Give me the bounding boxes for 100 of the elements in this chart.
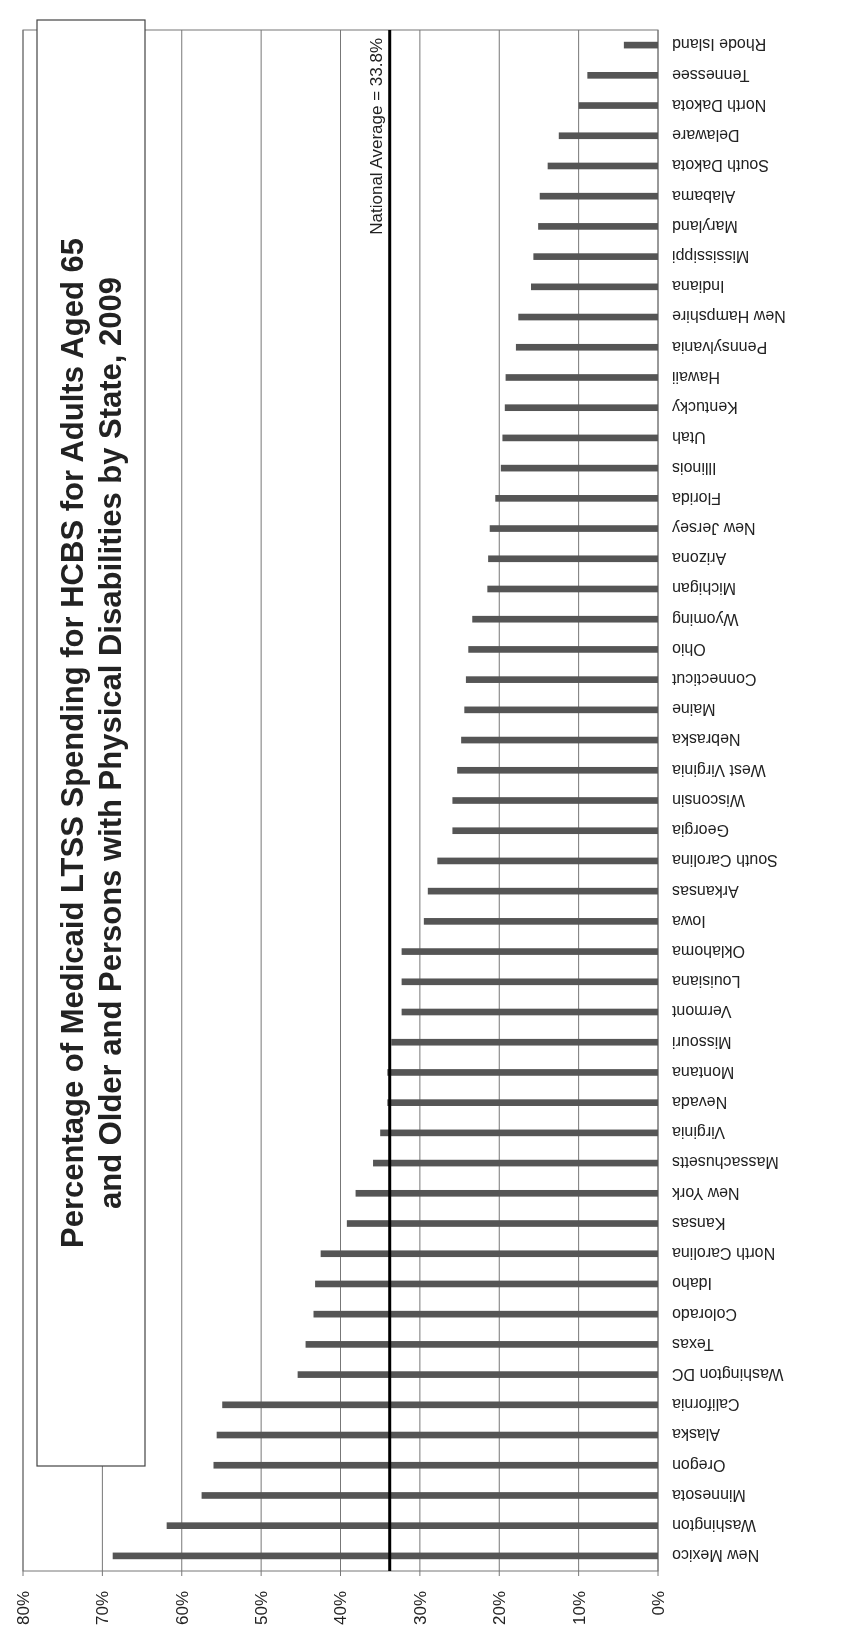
- y-tick-label: Alaska: [671, 1426, 721, 1444]
- y-tick-label: New York: [671, 1184, 740, 1202]
- bar: [427, 887, 658, 895]
- bar: [166, 1522, 658, 1529]
- y-tick-label: Minnesota: [671, 1486, 746, 1504]
- y-tick-label: Florida: [671, 489, 721, 507]
- bar: [587, 72, 658, 79]
- y-tick-label: Georgia: [671, 822, 729, 840]
- bar: [401, 1008, 658, 1016]
- bar: [515, 343, 658, 351]
- y-tick-label: West Virginia: [671, 761, 766, 779]
- x-tick-label: 0%: [648, 1591, 668, 1616]
- y-tick-label: Maine: [671, 701, 716, 719]
- bar: [297, 1371, 658, 1378]
- bar: [518, 313, 658, 321]
- bar: [464, 706, 658, 714]
- y-tick-label: Utah: [672, 429, 706, 447]
- bar: [538, 223, 658, 230]
- y-tick-label: Pennsylvania: [671, 338, 768, 356]
- bar: [531, 283, 658, 291]
- x-tick-label: 50%: [252, 1591, 272, 1626]
- bar: [488, 555, 658, 563]
- bar: [401, 978, 658, 986]
- x-tick-label: 80%: [13, 1591, 33, 1626]
- y-tick-label: Washington DC: [672, 1366, 784, 1383]
- y-tick-label: Delaware: [671, 127, 740, 145]
- y-tick-label: Vermont: [671, 1003, 732, 1021]
- bar: [346, 1220, 658, 1227]
- bar: [216, 1431, 658, 1439]
- y-tick-label: Colorado: [671, 1305, 737, 1323]
- bar: [213, 1461, 658, 1469]
- bar: [502, 434, 658, 442]
- y-tick-label: Connecticut: [671, 671, 757, 689]
- x-tick-label: 70%: [93, 1591, 113, 1626]
- bar: [355, 1189, 658, 1197]
- x-tick-label: 60%: [172, 1591, 192, 1626]
- y-tick-label: Kansas: [672, 1214, 726, 1232]
- text: Percentage of Medicaid LTSS Spending for HCBS for Adults Aged 65 and Older and Persons with Physical Disabilities by State, 2009: [55, 238, 128, 1248]
- bar: [315, 1280, 658, 1288]
- bar: [452, 827, 658, 835]
- y-tick-label: Wisconsin: [672, 791, 745, 809]
- y-tick-label: Nevada: [671, 1094, 728, 1112]
- y-tick-label: Idaho: [671, 1275, 713, 1293]
- y-tick-label: New Jersey: [672, 519, 756, 537]
- y-tick-label: Washington: [672, 1517, 756, 1535]
- bar: [547, 162, 658, 170]
- bar: [558, 132, 658, 140]
- bar: [387, 1099, 658, 1106]
- x-tick-label: 20%: [490, 1591, 510, 1626]
- y-tick-label: Kentucky: [672, 399, 738, 417]
- ref-line-label: National Average = 33.8%: [366, 38, 386, 235]
- bar: [437, 857, 658, 865]
- y-tick-label: New Hampshire: [671, 308, 786, 326]
- y-tick-label: Nebraska: [671, 731, 741, 749]
- y-tick-label: North Dakota: [671, 96, 767, 114]
- bar: [401, 948, 658, 955]
- y-tick-label: Montana: [671, 1063, 735, 1081]
- bar: [305, 1341, 658, 1348]
- y-tick-label: Alabama: [671, 187, 736, 205]
- x-tick-label: 10%: [569, 1591, 589, 1626]
- x-tick-label: 40%: [331, 1591, 351, 1626]
- bar: [623, 41, 658, 49]
- y-tick-label: New Mexico: [671, 1547, 760, 1565]
- y-tick-label: Arkansas: [672, 882, 739, 900]
- y-tick-label: California: [671, 1396, 740, 1414]
- y-tick-label: Oregon: [672, 1456, 726, 1474]
- bar: [505, 374, 658, 381]
- bar: [500, 464, 658, 472]
- y-tick-label: Louisiana: [671, 973, 741, 991]
- bar: [495, 495, 658, 502]
- bar: [578, 102, 658, 109]
- y-tick-label: Rhode Island: [672, 36, 767, 54]
- y-tick-label: Oklahoma: [671, 942, 745, 960]
- bar: [461, 736, 658, 744]
- bar: [533, 253, 658, 260]
- x-tick-label: 30%: [410, 1591, 430, 1626]
- y-tick-label: Missouri: [672, 1033, 732, 1051]
- bar: [504, 404, 658, 412]
- y-tick-label: North Carolina: [671, 1245, 776, 1263]
- y-tick-label: Massachusetts: [672, 1154, 779, 1172]
- bar: [222, 1401, 658, 1409]
- bar: [387, 1069, 658, 1076]
- y-tick-label: Michigan: [672, 580, 737, 598]
- y-tick-label: Indiana: [671, 278, 725, 296]
- bar: [539, 192, 658, 200]
- bar: [468, 646, 658, 653]
- y-tick-label: Tennessee: [671, 66, 750, 84]
- y-tick-label: Maryland: [672, 217, 738, 235]
- bar: [465, 676, 658, 683]
- y-tick-label: Illinois: [672, 459, 717, 477]
- y-tick-label: Ohio: [671, 640, 706, 658]
- bar: [112, 1552, 658, 1560]
- bar: [489, 525, 658, 532]
- y-tick-label: Iowa: [671, 912, 706, 930]
- y-tick-label: Hawaii: [672, 368, 721, 386]
- y-tick-label: Texas: [672, 1335, 714, 1353]
- bar: [391, 1038, 658, 1046]
- y-tick-label: Mississippi: [672, 248, 750, 266]
- y-tick-label: Wyoming: [672, 610, 739, 628]
- bar: [487, 585, 658, 593]
